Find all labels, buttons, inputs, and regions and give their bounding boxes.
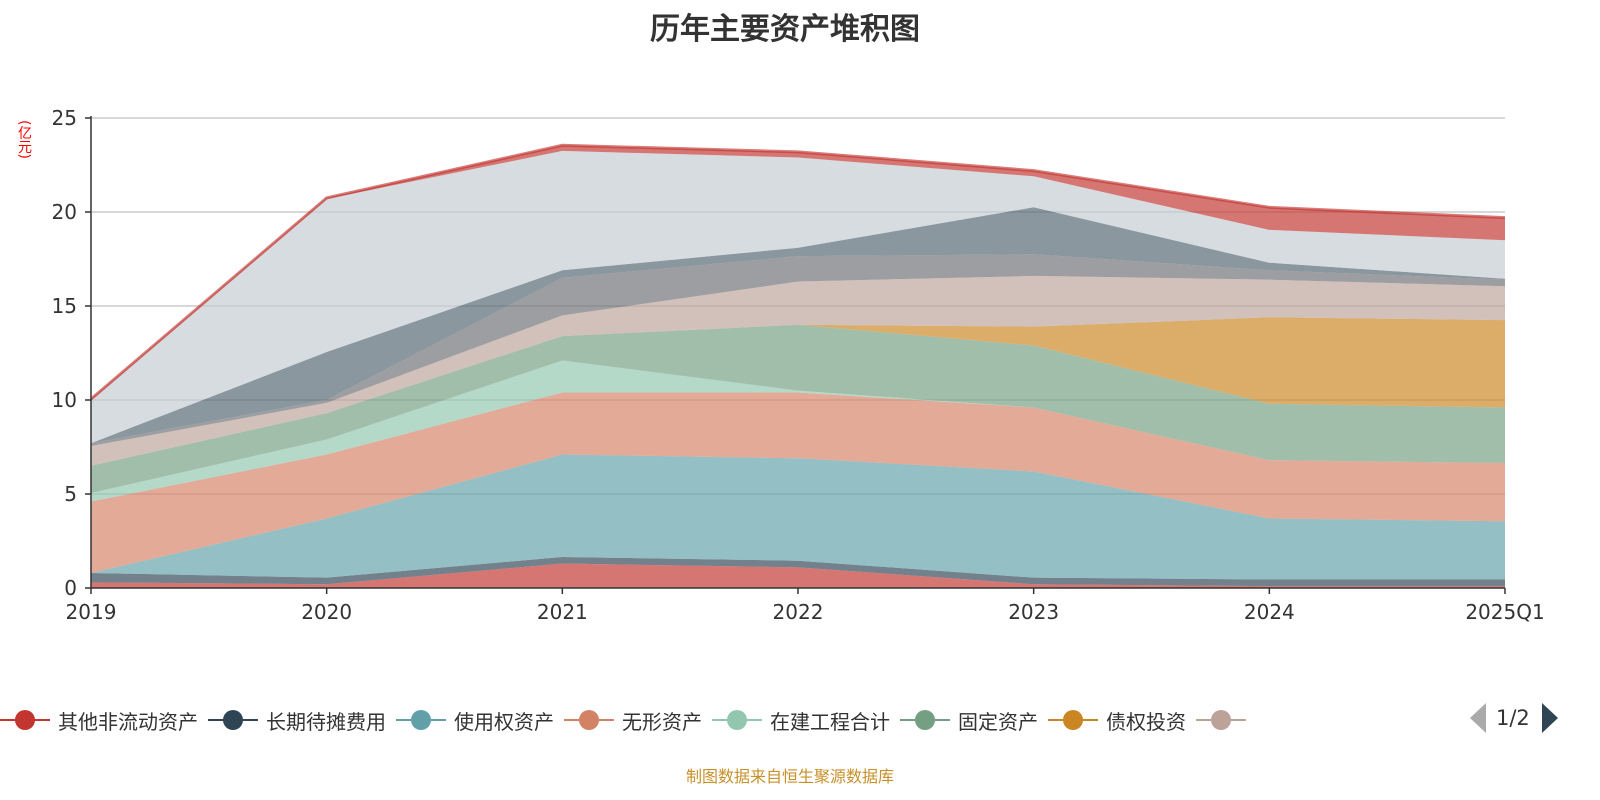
area-series-3 [91,454,1505,580]
legend-item[interactable]: 长期待摊费用 [208,706,386,735]
area-series-5 [91,360,1505,502]
legend-item[interactable]: 债权投资 [1048,706,1186,735]
area-series-4 [91,392,1505,573]
x-tick-label: 2021 [537,600,588,624]
y-tick-label: 25 [52,106,77,130]
y-tick-label: 5 [64,482,77,506]
legend-pager: 1/2 [1470,703,1558,733]
stacked-area-chart: 0 5 10 15 20 25 2019 2020 2021 2022 2023 2024 2025Q1 [52,106,1545,624]
y-tick-label: 20 [52,200,77,224]
legend-item-label: 使用权资产 [454,709,554,734]
area-series-top-line [90,143,1506,401]
legend-item[interactable] [1196,708,1254,732]
x-tick-label: 2020 [301,600,352,624]
legend-item-label: 在建工程合计 [770,709,890,734]
legend-item[interactable]: 在建工程合计 [712,706,890,735]
legend-item-label: 无形资产 [622,709,702,734]
area-series-6 [91,324,1505,494]
legend-marker-icon [0,710,50,730]
y-axis-unit-label: (亿元) [16,120,32,159]
legend-marker-icon [1048,710,1098,730]
legend-item-label: 其他非流动资产 [58,709,198,734]
area-series-10 [91,207,1505,444]
area-series-8 [91,275,1505,466]
legend-next-page-icon[interactable] [1541,703,1558,733]
legend-item[interactable]: 使用权资产 [396,706,554,735]
legend-marker-icon [1196,710,1246,730]
legend-marker-icon [712,710,762,730]
legend-item-label: 固定资产 [958,709,1038,734]
x-tick-label: 2019 [66,600,117,624]
legend-item[interactable]: 无形资产 [564,706,702,735]
legend-item[interactable]: 其他非流动资产 [0,706,198,735]
legend-marker-icon [900,710,950,730]
legend-page-indicator: 1/2 [1496,706,1530,730]
area-series-7 [91,317,1505,466]
x-tick-label: 2023 [1008,600,1059,624]
data-source-note: 制图数据来自恒生聚源数据库 [685,767,894,786]
y-tick-label: 15 [52,294,77,318]
legend-item[interactable]: 固定资产 [900,706,1038,735]
area-series-11 [91,150,1505,444]
legend-item-label: 债权投资 [1106,709,1186,734]
chart-title: 历年主要资产堆积图 [650,12,920,47]
legend-marker-icon [396,710,446,730]
area-series-1 [91,563,1505,588]
x-tick-label: 2024 [1244,600,1295,624]
x-tick-label: 2022 [773,600,824,624]
area-series-2 [91,556,1505,587]
legend-prev-page-icon[interactable] [1470,703,1486,733]
legend-marker-icon [208,710,258,730]
x-tick-label: 2025Q1 [1465,600,1544,624]
y-tick-label: 0 [64,576,77,600]
legend-item-label: 长期待摊费用 [266,709,386,734]
y-tick-label: 10 [52,388,77,412]
legend: 其他非流动资产 长期待摊费用 使用权资产 无形资产 在建工程合计 固定资产 债权投资 [0,700,1264,740]
legend-marker-icon [564,710,614,730]
